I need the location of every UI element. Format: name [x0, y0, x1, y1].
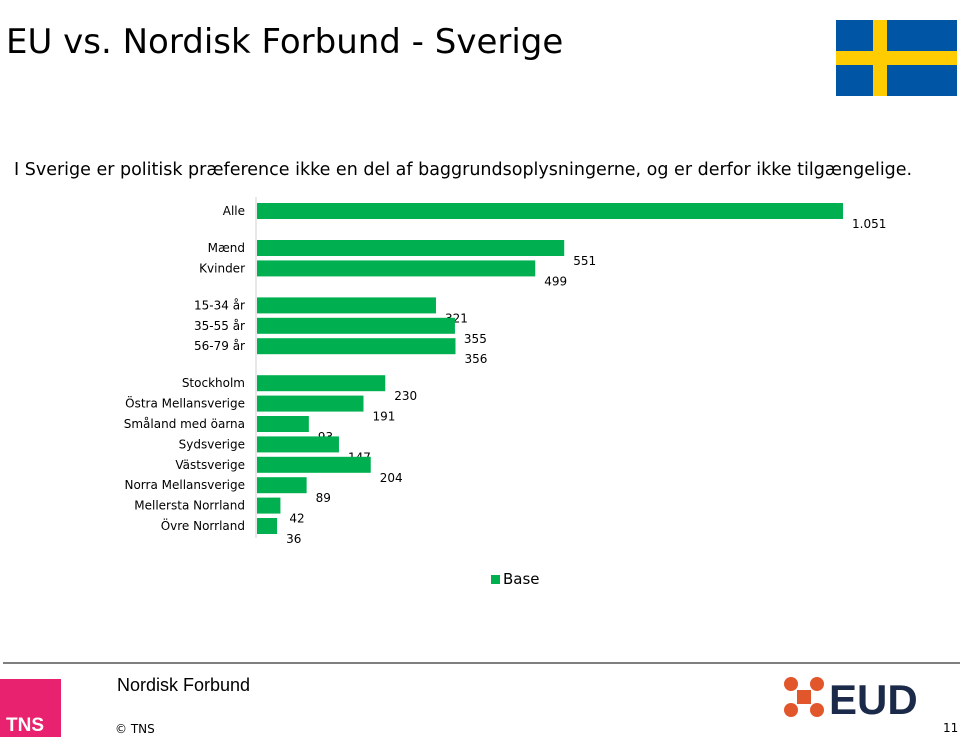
category-label: Övre Norrland — [161, 517, 245, 533]
bar — [257, 436, 339, 453]
bar — [257, 395, 364, 412]
bar — [257, 375, 386, 392]
tns-logo-text: TNS — [6, 715, 44, 736]
bar — [257, 260, 536, 277]
tns-logo: TNS — [0, 679, 61, 737]
value-label: 230 — [394, 389, 417, 403]
value-label: 551 — [573, 254, 596, 268]
category-label: Alle — [223, 204, 245, 218]
bar — [257, 518, 278, 534]
page-number: 11 — [943, 721, 959, 735]
value-label: 204 — [380, 471, 403, 485]
legend-swatch — [491, 574, 500, 584]
category-label: 35-55 år — [194, 319, 245, 333]
bar — [257, 203, 843, 219]
value-label: 89 — [316, 491, 331, 505]
value-label: 191 — [372, 410, 395, 424]
value-label: 355 — [464, 332, 487, 346]
legend-label: Base — [503, 570, 540, 588]
category-label: Stockholm — [182, 376, 245, 390]
category-label: Småland med öarna — [124, 417, 245, 431]
footer-organization: Nordisk Forbund — [117, 675, 251, 695]
category-label: Östra Mellansverige — [125, 395, 245, 411]
category-label: Kvinder — [199, 261, 245, 275]
bar — [257, 456, 371, 473]
value-label: 42 — [289, 512, 304, 526]
category-label: Mellersta Norrland — [134, 499, 245, 513]
bar — [257, 497, 281, 514]
bar — [257, 297, 436, 314]
sweden-flag-icon — [836, 20, 957, 96]
eud-logo-text: EUD — [829, 676, 918, 718]
value-label: 36 — [286, 532, 301, 546]
page-title: EU vs. Nordisk Forbund - Sverige — [6, 22, 564, 62]
value-label: 356 — [464, 352, 487, 366]
chart-subtitle: I Sverige er politisk præference ikke en… — [14, 160, 913, 180]
value-label: 499 — [544, 274, 567, 288]
bar — [257, 317, 455, 334]
bar — [257, 477, 307, 494]
category-label: Sydsverige — [179, 437, 245, 451]
value-label: 1.051 — [852, 217, 886, 231]
category-label: Norra Mellansverige — [124, 478, 245, 492]
bar — [257, 416, 309, 432]
eud-logo: EUD — [784, 676, 918, 718]
legend: Base — [491, 570, 540, 588]
footer-divider — [3, 662, 960, 664]
category-label: Västsverige — [175, 458, 245, 472]
copyright: © TNS — [115, 722, 155, 736]
category-label: 56-79 år — [194, 339, 245, 353]
bar — [257, 240, 565, 256]
bar — [257, 338, 456, 355]
category-label: Mænd — [208, 241, 245, 255]
category-label: 15-34 år — [194, 298, 245, 312]
